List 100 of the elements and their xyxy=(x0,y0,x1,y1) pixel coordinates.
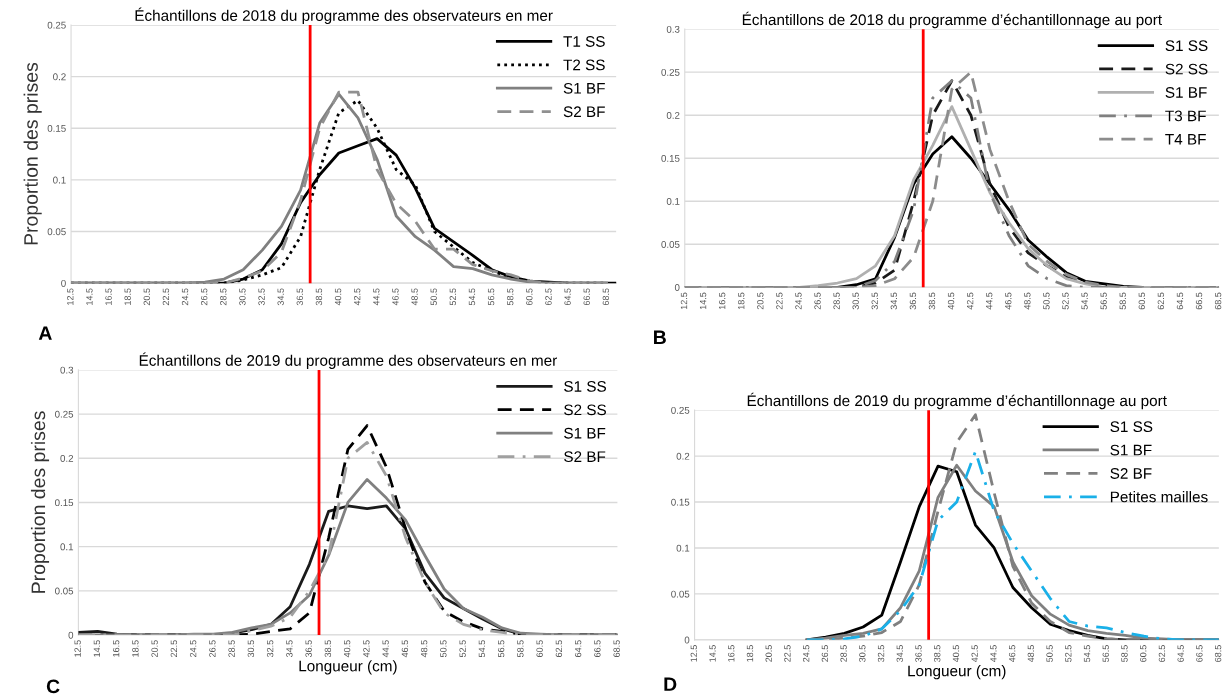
x-tick-label: 56.5 xyxy=(487,288,495,306)
x-tick-label: 26.5 xyxy=(209,640,216,657)
x-tick-label: 14.5 xyxy=(699,292,707,310)
text: A xyxy=(38,326,52,340)
x-tick-label: 20.5 xyxy=(151,640,158,657)
text: D xyxy=(664,677,677,691)
x-tick-label: 36.5 xyxy=(296,288,303,306)
x-tick-label: 58.5 xyxy=(1119,292,1126,310)
x-tick-label: 18.5 xyxy=(132,640,139,657)
x-tick-label: 64.5 xyxy=(1177,645,1184,662)
legend-label: Petites mailles xyxy=(1110,491,1208,503)
x-tick-label: 42.5 xyxy=(363,640,370,658)
y-tick-label: 0.25 xyxy=(55,410,74,418)
x-axis-title: Longueur (cm) xyxy=(908,665,1006,680)
x-tick-label: 40.5 xyxy=(334,288,342,306)
y-tick-label: 0.3 xyxy=(666,25,680,33)
x-tick-label: 62.5 xyxy=(1158,645,1166,662)
legend-label: T1 SS xyxy=(563,36,605,47)
y-tick-label: 0.25 xyxy=(47,21,66,29)
x-tick-label: 42.5 xyxy=(966,292,974,310)
x-tick-label: 20.5 xyxy=(143,288,150,306)
x-tick-label: 66.5 xyxy=(594,640,601,657)
x-tick-label: 66.5 xyxy=(583,288,590,306)
x-tick-label: 14.5 xyxy=(86,288,93,305)
y-tick-label: 0 xyxy=(684,636,690,644)
y-tick-label: 0.1 xyxy=(676,544,690,552)
y-tick-label: 0.15 xyxy=(661,154,680,162)
chart-title: Échantillons de 2019 du programme d’échantillonnage au port xyxy=(747,392,1167,410)
y-tick-label: 0.2 xyxy=(53,73,66,81)
x-tick-label: 58.5 xyxy=(507,288,514,306)
x-tick-label: 66.5 xyxy=(1195,292,1203,310)
x-tick-label: 24.5 xyxy=(189,640,197,657)
legend-label: T3 BF xyxy=(1165,110,1206,122)
x-tick-label: 38.5 xyxy=(315,288,323,306)
x-tick-label: 12.5 xyxy=(74,640,81,657)
x-tick-label: 36.5 xyxy=(909,292,917,310)
y-tick-label: 0.15 xyxy=(55,499,74,507)
x-tick-label: 42.5 xyxy=(971,645,978,663)
x-tick-label: 48.5 xyxy=(1024,292,1031,310)
x-tick-label: 48.5 xyxy=(420,640,428,658)
x-tick-label: 38.5 xyxy=(324,640,332,658)
y-tick-label: 0.25 xyxy=(661,68,680,76)
y-tick-label: 0 xyxy=(674,284,680,291)
legend-label: S1 BF xyxy=(564,427,606,439)
x-tick-label: 56.5 xyxy=(497,640,505,658)
x-tick-label: 14.5 xyxy=(709,645,716,662)
y-tick-label: 0.05 xyxy=(55,587,74,595)
y-tick-label: 0.1 xyxy=(60,543,74,551)
x-tick-label: 48.5 xyxy=(1027,645,1035,663)
x-tick-label: 56.5 xyxy=(1102,645,1109,662)
x-tick-label: 32.5 xyxy=(258,288,265,306)
x-tick-label: 42.5 xyxy=(353,288,361,306)
x-tick-label: 62.5 xyxy=(1157,292,1165,310)
x-tick-label: 22.5 xyxy=(162,288,170,306)
x-tick-label: 14.5 xyxy=(93,640,101,657)
y-tick-label: 0.1 xyxy=(53,176,66,184)
x-tick-label: 12.5 xyxy=(67,288,74,305)
x-tick-label: 44.5 xyxy=(986,292,993,310)
x-tick-label: 40.5 xyxy=(947,292,955,310)
x-tick-label: 54.5 xyxy=(468,288,476,306)
x-tick-label: 12.5 xyxy=(690,645,697,662)
y-tick-label: 0.1 xyxy=(666,197,680,205)
x-tick-label: 26.5 xyxy=(814,292,821,310)
x-tick-label: 26.5 xyxy=(200,288,208,306)
y-tick-label: 0.15 xyxy=(671,498,690,506)
x-tick-label: 34.5 xyxy=(896,645,903,662)
x-tick-label: 18.5 xyxy=(746,645,754,662)
x-tick-label: 50.5 xyxy=(1046,645,1053,662)
x-tick-label: 18.5 xyxy=(738,292,745,310)
x-tick-label: 68.5 xyxy=(602,288,610,306)
x-tick-label: 40.5 xyxy=(343,640,351,658)
x-tick-label: 62.5 xyxy=(555,640,563,657)
text: B xyxy=(654,330,666,344)
x-tick-label: 16.5 xyxy=(105,288,112,305)
x-axis-title: Longueur (cm) xyxy=(299,660,397,675)
y-tick-label: 0.05 xyxy=(661,241,680,248)
x-tick-label: 68.5 xyxy=(1214,645,1222,662)
x-tick-label: 52.5 xyxy=(449,288,457,306)
y-tick-label: 0.2 xyxy=(676,452,690,460)
text: C xyxy=(46,679,60,694)
x-tick-label: 46.5 xyxy=(1008,645,1016,663)
x-tick-label: 32.5 xyxy=(266,640,274,658)
x-tick-label: 12.5 xyxy=(680,292,688,310)
x-tick-label: 16.5 xyxy=(728,645,735,662)
x-tick-label: 46.5 xyxy=(1005,292,1012,310)
x-tick-label: 36.5 xyxy=(305,640,312,658)
legend-label: S2 BF xyxy=(563,106,605,118)
x-tick-label: 44.5 xyxy=(373,288,380,306)
x-tick-label: 34.5 xyxy=(890,292,898,310)
legend-label: S1 SS xyxy=(1110,421,1153,433)
legend-label: S2 BF xyxy=(1110,468,1152,479)
x-tick-label: 64.5 xyxy=(564,288,571,306)
x-tick-label: 24.5 xyxy=(802,645,810,662)
legend-label: T4 BF xyxy=(1165,134,1206,145)
legend-label: S1 SS xyxy=(1165,40,1208,52)
y-tick-label: 0.2 xyxy=(666,111,680,119)
x-tick-label: 20.5 xyxy=(757,292,764,310)
legend-label: S1 SS xyxy=(564,381,606,392)
x-tick-label: 28.5 xyxy=(833,292,840,310)
x-tick-label: 50.5 xyxy=(1043,292,1050,310)
